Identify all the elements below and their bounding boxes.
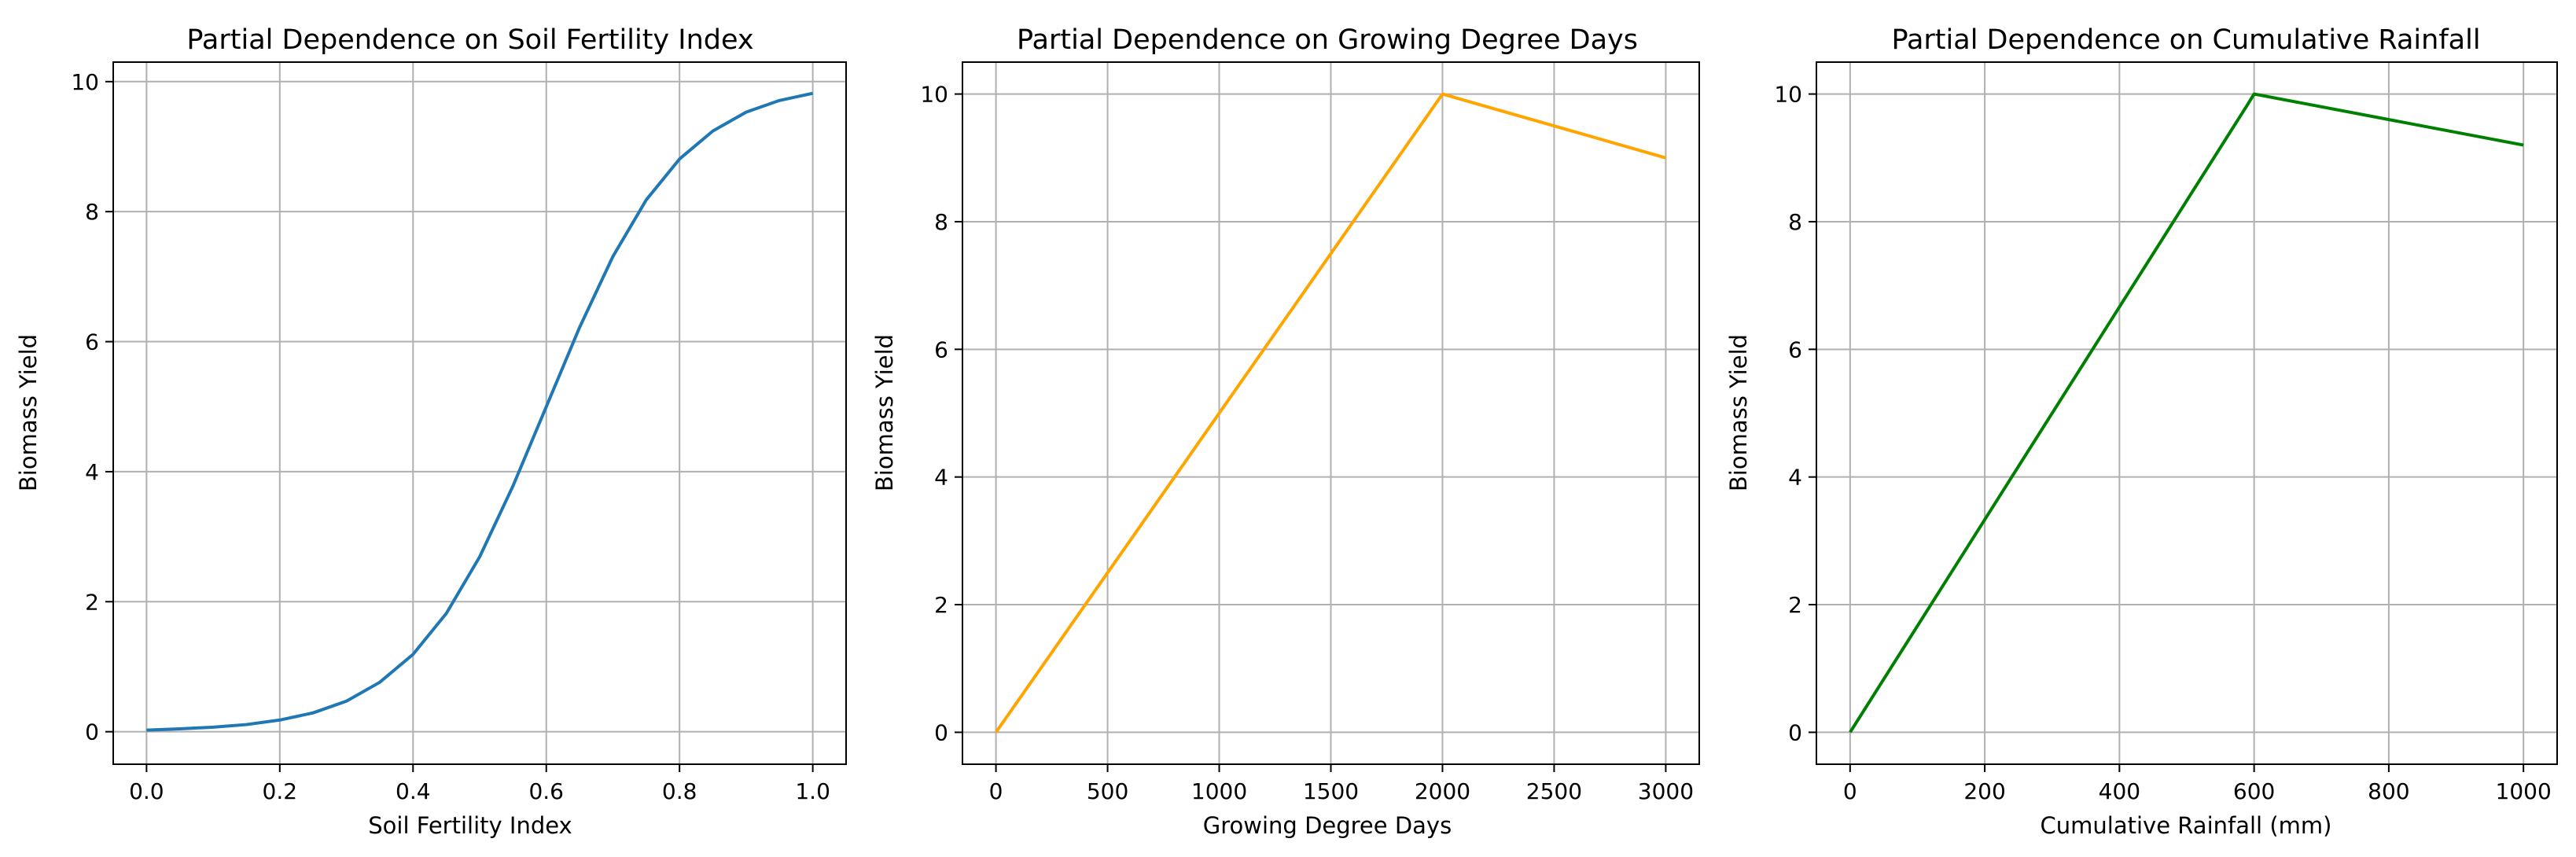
y-tick-label: 4	[1788, 465, 1802, 491]
y-tick-label: 4	[85, 459, 99, 485]
x-tick-label: 0.2	[263, 778, 298, 804]
grid-lines	[962, 62, 1699, 764]
subplot-title: Partial Dependence on Soil Fertility Ind…	[186, 24, 753, 56]
subplot-cumulative-rainfall: Partial Dependence on Cumulative Rainfal…	[1725, 24, 2558, 839]
y-tick-label: 4	[934, 465, 948, 491]
x-tick-label: 2000	[1415, 778, 1470, 804]
y-tick-label: 2	[934, 592, 948, 618]
x-tick-label: 200	[1963, 778, 2005, 804]
y-tick-label: 10	[1774, 82, 1802, 108]
y-axis-label: Biomass Yield	[15, 334, 42, 491]
y-tick-label: 6	[1788, 337, 1802, 362]
subplot-growing-degree-days: Partial Dependence on Growing Degree Day…	[871, 24, 1700, 839]
series-line	[146, 91, 814, 732]
axes-frame	[112, 61, 847, 765]
x-tick-label: 400	[2099, 778, 2140, 804]
y-tick-label: 10	[71, 69, 99, 95]
x-tick-label: 500	[1087, 778, 1128, 804]
subplot-title: Partial Dependence on Growing Degree Day…	[1017, 24, 1638, 56]
x-tick-label: 0.4	[396, 778, 431, 804]
subplot-soil-fertility: Partial Dependence on Soil Fertility Ind…	[15, 24, 847, 839]
x-tick-label: 0.0	[129, 778, 164, 804]
x-tick-label: 0.8	[662, 778, 697, 804]
y-tick-label: 6	[85, 329, 99, 355]
series-line	[1849, 92, 2524, 734]
y-tick-label: 0	[85, 719, 99, 745]
y-tick-label: 2	[1788, 592, 1802, 618]
y-tick-label: 8	[1788, 209, 1802, 235]
x-tick-label: 600	[2233, 778, 2275, 804]
grid-lines	[1816, 62, 2557, 764]
x-axis-label: Growing Degree Days	[1203, 812, 1452, 839]
y-axis-label: Biomass Yield	[871, 334, 898, 491]
x-tick-label: 2500	[1526, 778, 1582, 804]
x-tick-label: 0	[1843, 778, 1857, 804]
y-tick-label: 0	[934, 719, 948, 745]
x-axis-label: Cumulative Rainfall (mm)	[2041, 812, 2332, 839]
x-tick-label: 1000	[1191, 778, 1247, 804]
x-tick-label: 1500	[1303, 778, 1359, 804]
x-tick-label: 800	[2368, 778, 2409, 804]
x-tick-label: 1000	[2496, 778, 2552, 804]
y-tick-label: 0	[1788, 719, 1802, 745]
x-tick-label: 3000	[1638, 778, 1694, 804]
series-line	[994, 92, 1666, 734]
x-tick-label: 1.0	[795, 778, 830, 804]
y-tick-label: 2	[85, 589, 99, 615]
x-axis-label: Soil Fertility Index	[368, 812, 572, 839]
y-tick-label: 8	[85, 199, 99, 225]
x-tick-label: 0.6	[528, 778, 564, 804]
grid-lines	[113, 62, 846, 764]
axes-frame	[1816, 61, 2558, 765]
y-axis-label: Biomass Yield	[1725, 334, 1752, 491]
y-tick-label: 8	[934, 209, 948, 235]
y-tick-label: 6	[934, 337, 948, 362]
subplot-title: Partial Dependence on Cumulative Rainfal…	[1891, 24, 2480, 56]
y-tick-label: 10	[920, 82, 948, 108]
x-tick-label: 0	[989, 778, 1003, 804]
